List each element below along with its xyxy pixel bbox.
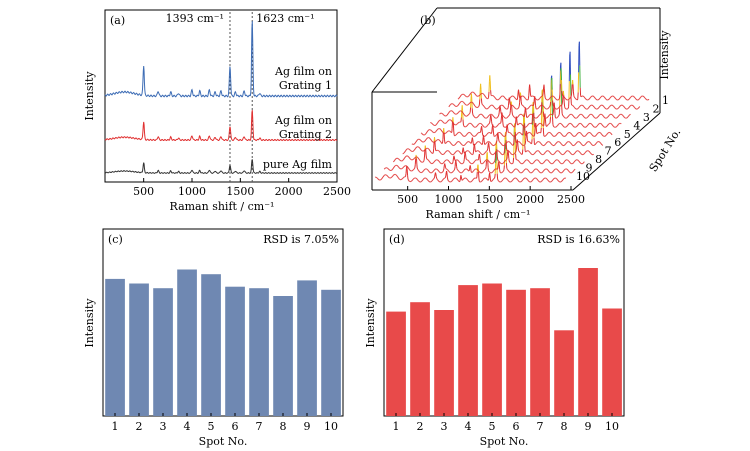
spot-label-9: 9 [586,162,593,175]
legend-label-series-3: pure Ag film [263,158,333,171]
x-tick-label: 10 [324,420,338,433]
panel-d-xlabel: Spot No. [480,435,529,448]
bar-spot-5 [482,283,502,416]
panel-c-xlabel: Spot No. [199,435,248,448]
bar-spot-4 [177,269,197,416]
panel-c-annotation: RSD is 7.05% [263,233,339,246]
bar-spot-10 [321,289,341,416]
panel-a-ylabel: Intensity [83,71,96,121]
panel-c-label: (c) [108,233,123,246]
x-tick-label: 1500 [226,185,254,198]
x-tick-label: 4 [184,420,191,433]
box-edge-3 [572,112,661,191]
bar-spot-6 [225,286,245,416]
x-tick-label: 8 [280,420,287,433]
panel-b-3d-box [371,7,661,191]
x-tick-label: 2000 [275,185,303,198]
spot-label-5: 5 [624,128,631,141]
spectrum-line-2 [104,110,338,142]
spot-label-3: 3 [643,111,650,124]
panel-c-chart: (c) RSD is 7.05% 1 2 3 4 5 6 7 8 9 10 Spot No. In… [83,228,344,448]
bar-spot-9 [297,280,317,416]
x-tick-label: 1 [112,420,119,433]
bar-spot-1 [105,278,125,416]
bar-spot-8 [554,330,574,416]
bar-spot-2 [129,283,149,416]
x-tick-label: 2000 [516,193,544,206]
x-tick-label: 2500 [557,193,585,206]
x-tick-label: 7 [256,420,263,433]
x-tick-label: 2 [136,420,143,433]
x-tick-label: 1000 [178,185,206,198]
panel-b-zlabel: Intensity [658,30,671,80]
spot-label-7: 7 [605,145,612,158]
bar-spot-3 [434,310,454,416]
bar-spot-2 [410,302,430,416]
x-tick-label: 6 [513,420,520,433]
bar-spot-5 [201,274,221,416]
x-tick-label: 3 [441,420,448,433]
x-tick-label: 500 [133,185,154,198]
panel-d-annotation: RSD is 16.63% [537,233,620,246]
x-tick-label: 6 [232,420,239,433]
spot-label-1: 1 [662,94,669,107]
bar-spot-1 [386,311,406,416]
x-tick-label: 1500 [475,193,503,206]
peak-label-2: 1623 cm⁻¹ [256,12,314,25]
panel-b-label: (b) [420,14,436,27]
bar-spot-7 [530,288,550,416]
x-tick-label: 9 [304,420,311,433]
x-tick-label: 500 [397,193,418,206]
legend-label-series-2: Ag film on [274,114,332,127]
legend-label-series-2: Grating 2 [279,128,332,141]
x-tick-label: 5 [489,420,496,433]
spectrum-line-1 [104,21,338,98]
spot-label-2: 2 [652,102,659,115]
bar-spot-9 [578,268,598,416]
x-tick-label: 2500 [323,185,351,198]
x-tick-label: 5 [208,420,215,433]
x-tick-label: 1000 [435,193,463,206]
bar-spot-10 [602,308,622,416]
bar-spot-6 [506,289,526,416]
panel-b-xlabel: Raman shift / cm⁻¹ [426,208,531,221]
legend-label-series-1: Ag film on [274,65,332,78]
panel-c-frame [102,228,344,417]
x-tick-label: 9 [585,420,592,433]
x-tick-label: 7 [537,420,544,433]
panel-a-xlabel: Raman shift / cm⁻¹ [170,200,275,213]
x-tick-label: 4 [465,420,472,433]
panel-d-chart: (d) RSD is 16.63% 1 2 3 4 5 6 7 8 9 10 Spot No. I… [364,228,625,448]
x-tick-label: 3 [160,420,167,433]
x-tick-label: 2 [417,420,424,433]
spot-label-8: 8 [595,153,602,166]
peak-label-1: 1393 cm⁻¹ [166,12,224,25]
bar-spot-7 [249,288,269,416]
spot-label-4: 4 [633,119,640,132]
panel-a-label: (a) [110,14,125,27]
bar-spot-8 [273,296,293,416]
spot-label-6: 6 [614,136,621,149]
bar-spot-3 [153,288,173,416]
panel-a-chart: (a) 1393 cm⁻¹ 1623 cm⁻¹ 500 1000 1500 2000 25… [83,9,351,213]
panel-c-ylabel: Intensity [83,298,96,348]
x-tick-label: 1 [393,420,400,433]
bar-spot-4 [458,285,478,416]
x-tick-label: 10 [605,420,619,433]
legend-label-series-1: Grating 1 [279,79,332,92]
panel-b-ylabel: Spot No. [647,126,684,174]
panel-d-label: (d) [389,233,405,246]
spot-label-10: 10 [576,170,590,183]
panel-d-frame [383,228,625,417]
panel-d-ylabel: Intensity [364,298,377,348]
x-tick-label: 8 [561,420,568,433]
spectrum-line-3 [105,159,338,174]
box-edge-4 [371,7,438,93]
